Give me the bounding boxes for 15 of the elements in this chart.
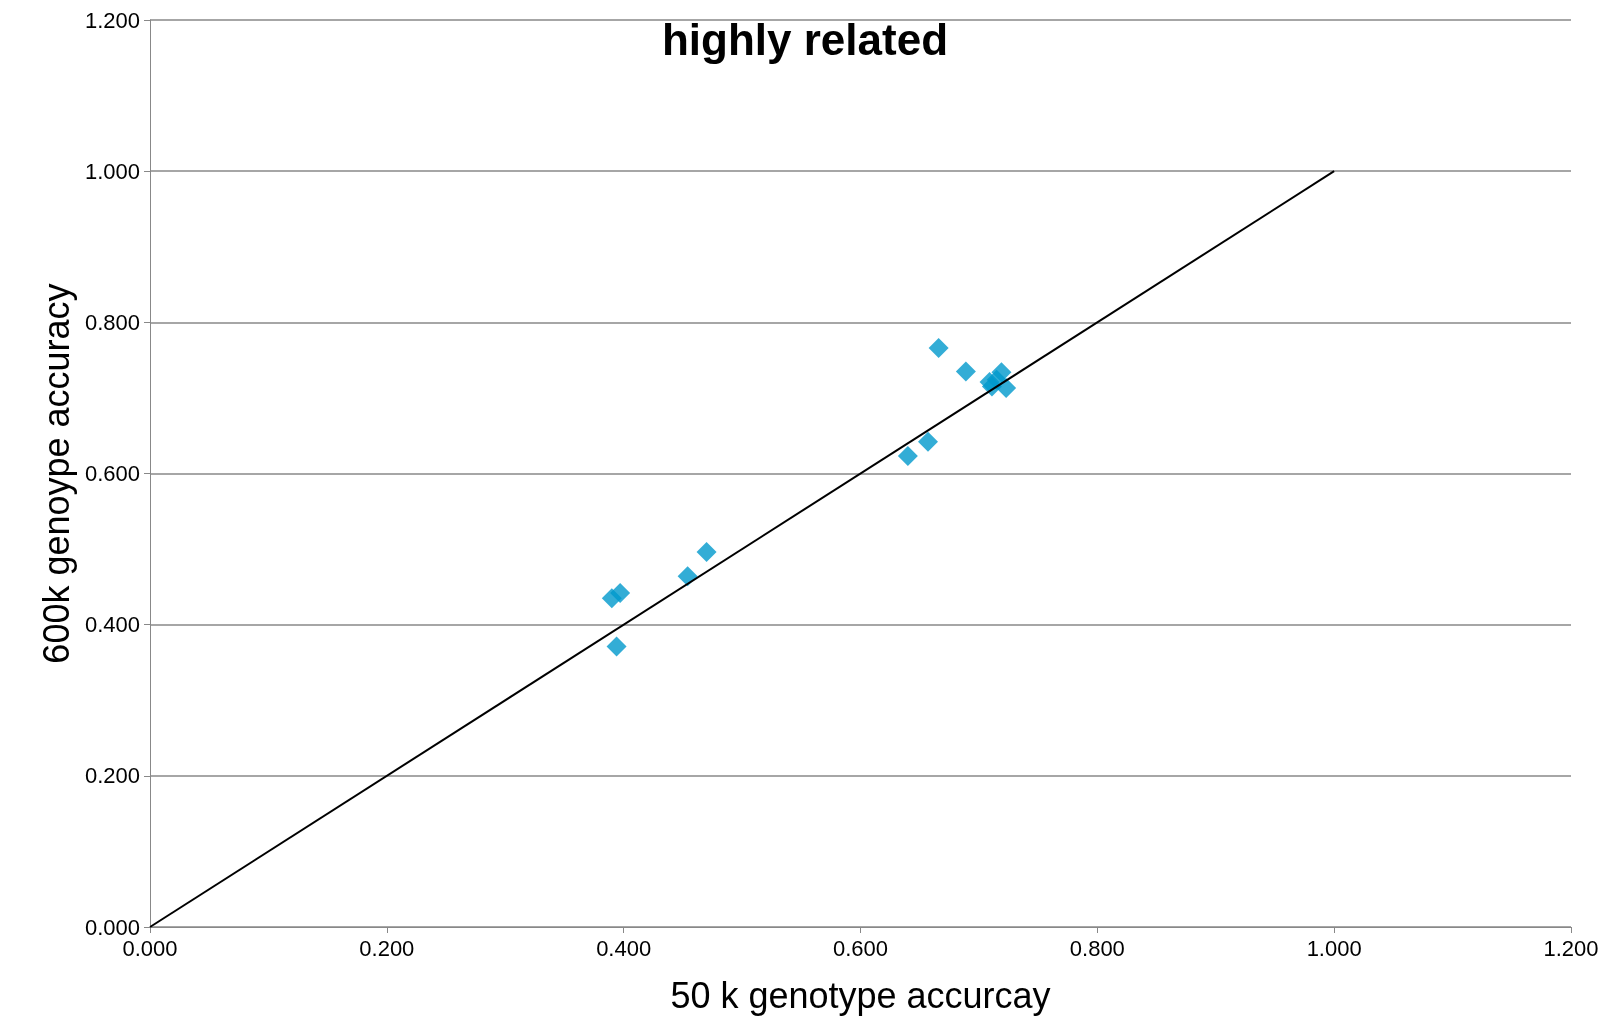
- y-tick-label: 0.400: [84, 612, 140, 638]
- x-tick-label: 0.800: [1069, 935, 1125, 961]
- y-tick-label: 0.200: [84, 763, 140, 789]
- x-tick-label: 0.400: [596, 935, 652, 961]
- y-tick-label: 0.600: [84, 461, 140, 486]
- y-axis-title: 600k genoype accuracy: [35, 283, 77, 664]
- chart-title: highly related: [661, 14, 949, 64]
- x-tick-label: 1.200: [1543, 935, 1599, 961]
- y-tick-label: 1.200: [84, 7, 140, 33]
- x-tick-label: 1.000: [1306, 935, 1362, 961]
- y-tick-label: 0.800: [84, 309, 140, 335]
- x-tick-label: 0.600: [832, 935, 889, 961]
- x-tick-label: 0.200: [359, 935, 415, 961]
- y-tick-label: 1.000: [84, 158, 140, 184]
- x-axis-title: 50 k genotype accurcay: [670, 974, 1051, 1016]
